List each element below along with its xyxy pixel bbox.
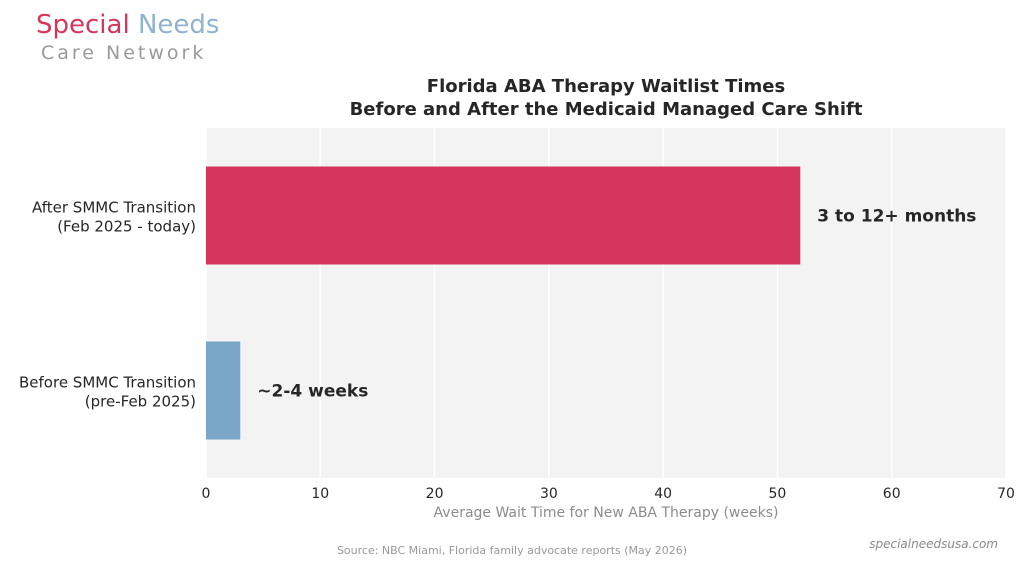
y-tick-label: After SMMC Transition [32,199,196,217]
brand-logo-top: Special Needs [36,8,219,42]
site-url: specialneedsusa.com [869,537,998,551]
chart-subtitle: Before and After the Medicaid Managed Ca… [349,99,863,120]
y-tick-label: Before SMMC Transition [19,374,196,392]
x-tick-label: 30 [540,486,558,502]
y-tick-label: (Feb 2025 - today) [57,218,196,236]
bar-data-label: 3 to 12+ months [817,207,976,227]
x-tick-label: 40 [654,486,672,502]
brand-tagline: Care Network [41,42,207,64]
x-tick-label: 70 [997,486,1015,502]
bar [206,166,801,265]
x-axis-label: Average Wait Time for New ABA Therapy (w… [433,505,779,521]
x-tick-label: 20 [426,486,444,502]
brand-word-special: Special [36,10,130,40]
bar [206,341,241,440]
x-tick-label: 50 [769,486,787,502]
chart-title: Florida ABA Therapy Waitlist Times [426,76,786,97]
bar-data-label: ~2-4 weeks [257,382,368,402]
brand-word-needs: Needs [137,10,220,40]
x-tick-label: 0 [202,486,211,502]
brand-logo: Special Needs Care Network [36,8,219,64]
x-tick-label: 60 [883,486,901,502]
chart-title-block: Florida ABA Therapy Waitlist Times Befor… [206,75,1006,121]
x-tick-label: 10 [311,486,329,502]
y-tick-label: (pre-Feb 2025) [85,393,196,411]
source-note: Source: NBC Miami, Florida family advoca… [336,544,688,557]
